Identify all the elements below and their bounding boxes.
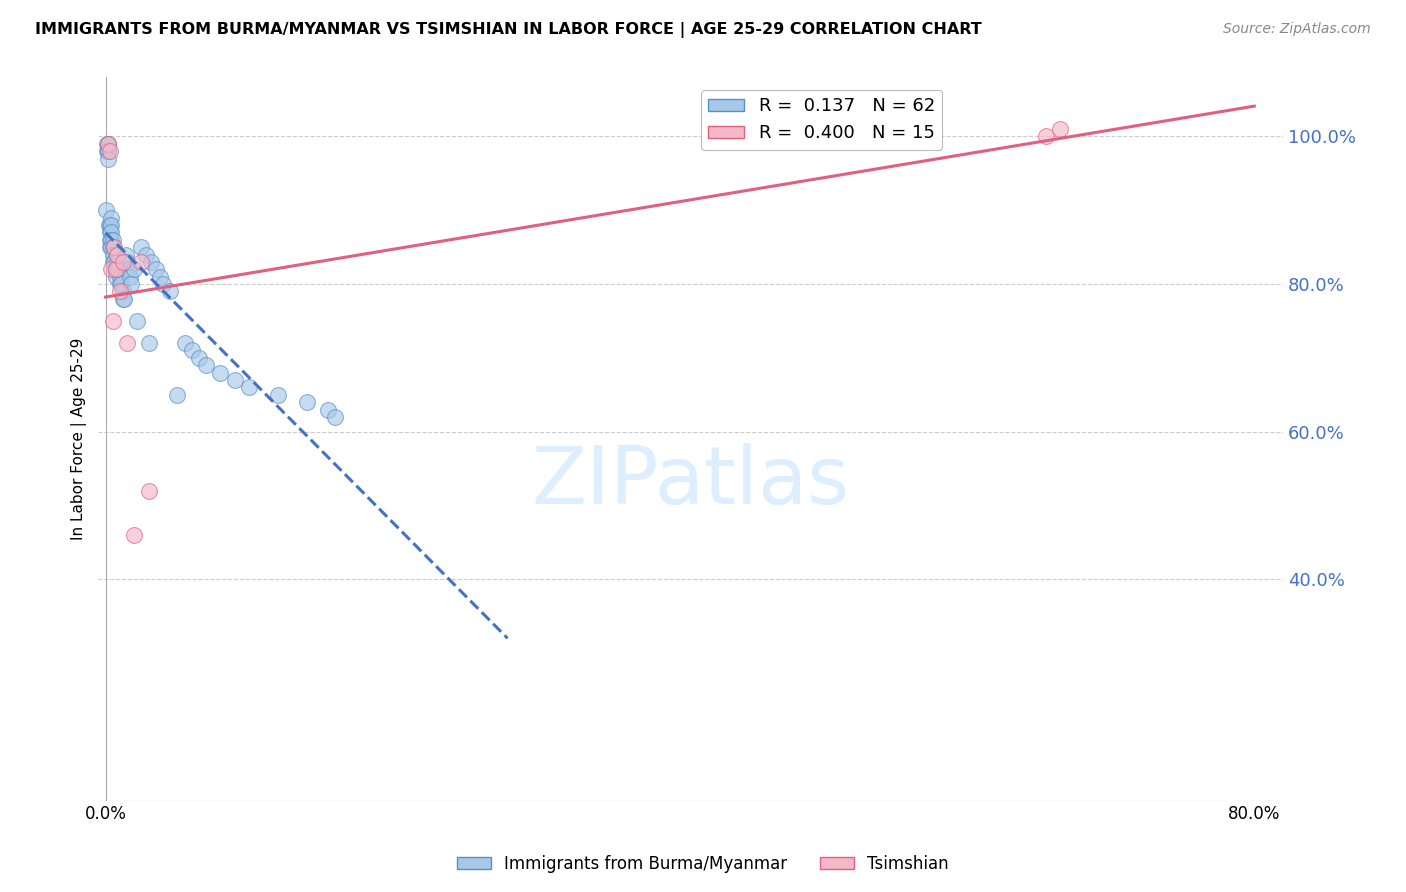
Point (1035, 129, 1057, 144)
Point (112, 292, 135, 306)
Point (97, 145, 120, 159)
Point (173, 336, 195, 351)
Text: Source: ZipAtlas.com: Source: ZipAtlas.com (1223, 22, 1371, 37)
Point (98, 233, 121, 247)
Point (105, 255, 128, 269)
Point (180, 343, 202, 358)
Point (97, 152, 120, 166)
Point (104, 262, 127, 277)
Point (115, 336, 138, 351)
Point (111, 285, 134, 299)
Point (120, 277, 142, 291)
Point (105, 247, 128, 261)
Point (114, 247, 136, 261)
Point (127, 314, 149, 328)
Point (122, 528, 145, 542)
Point (110, 277, 132, 291)
Point (152, 277, 174, 291)
Point (238, 380, 260, 394)
Point (103, 262, 125, 277)
Point (149, 269, 172, 284)
Point (195, 358, 218, 372)
Point (96, 145, 118, 159)
Point (100, 218, 122, 232)
Point (100, 233, 122, 247)
Point (101, 255, 124, 269)
Legend: Immigrants from Burma/Myanmar, Tsimshian: Immigrants from Burma/Myanmar, Tsimshian (451, 848, 955, 880)
Point (103, 240, 125, 254)
Point (295, 395, 318, 409)
Point (159, 285, 181, 299)
Point (101, 233, 124, 247)
Point (98, 218, 121, 232)
Point (267, 388, 290, 402)
Point (138, 336, 160, 351)
Point (104, 262, 127, 277)
Point (111, 255, 134, 269)
Point (135, 247, 157, 261)
Point (111, 292, 134, 306)
Point (100, 211, 122, 225)
Point (96, 203, 118, 218)
Point (122, 262, 145, 277)
Point (117, 262, 139, 277)
Point (209, 366, 232, 380)
Point (97, 136, 120, 151)
Point (108, 269, 131, 284)
Point (96, 136, 118, 151)
Point (104, 269, 127, 284)
Point (187, 351, 209, 365)
Point (1049, 122, 1071, 136)
Text: ZIPatlas: ZIPatlas (531, 443, 849, 522)
Point (131, 255, 153, 269)
Point (98, 145, 121, 159)
Point (115, 255, 138, 269)
Point (101, 247, 124, 261)
Point (98, 226, 121, 240)
Point (107, 262, 129, 277)
Point (97, 136, 120, 151)
Point (100, 226, 122, 240)
Point (101, 240, 124, 254)
Point (103, 255, 125, 269)
Point (97, 145, 120, 159)
Point (108, 277, 131, 291)
Point (145, 262, 167, 277)
Y-axis label: In Labor Force | Age 25-29: In Labor Force | Age 25-29 (72, 338, 87, 541)
Point (316, 402, 339, 417)
Point (98, 218, 121, 232)
Point (101, 314, 124, 328)
Point (100, 240, 122, 254)
Point (131, 240, 153, 254)
Point (105, 247, 128, 261)
Point (100, 262, 122, 277)
Point (141, 255, 163, 269)
Point (108, 285, 131, 299)
Point (323, 409, 346, 424)
Point (98, 240, 121, 254)
Point (138, 483, 160, 498)
Point (166, 388, 188, 402)
Legend: R =  0.137   N = 62, R =  0.400   N = 15: R = 0.137 N = 62, R = 0.400 N = 15 (702, 90, 942, 150)
Point (118, 269, 141, 284)
Point (224, 373, 246, 387)
Text: IMMIGRANTS FROM BURMA/MYANMAR VS TSIMSHIAN IN LABOR FORCE | AGE 25-29 CORRELATIO: IMMIGRANTS FROM BURMA/MYANMAR VS TSIMSHI… (35, 22, 981, 38)
Point (97, 136, 120, 151)
